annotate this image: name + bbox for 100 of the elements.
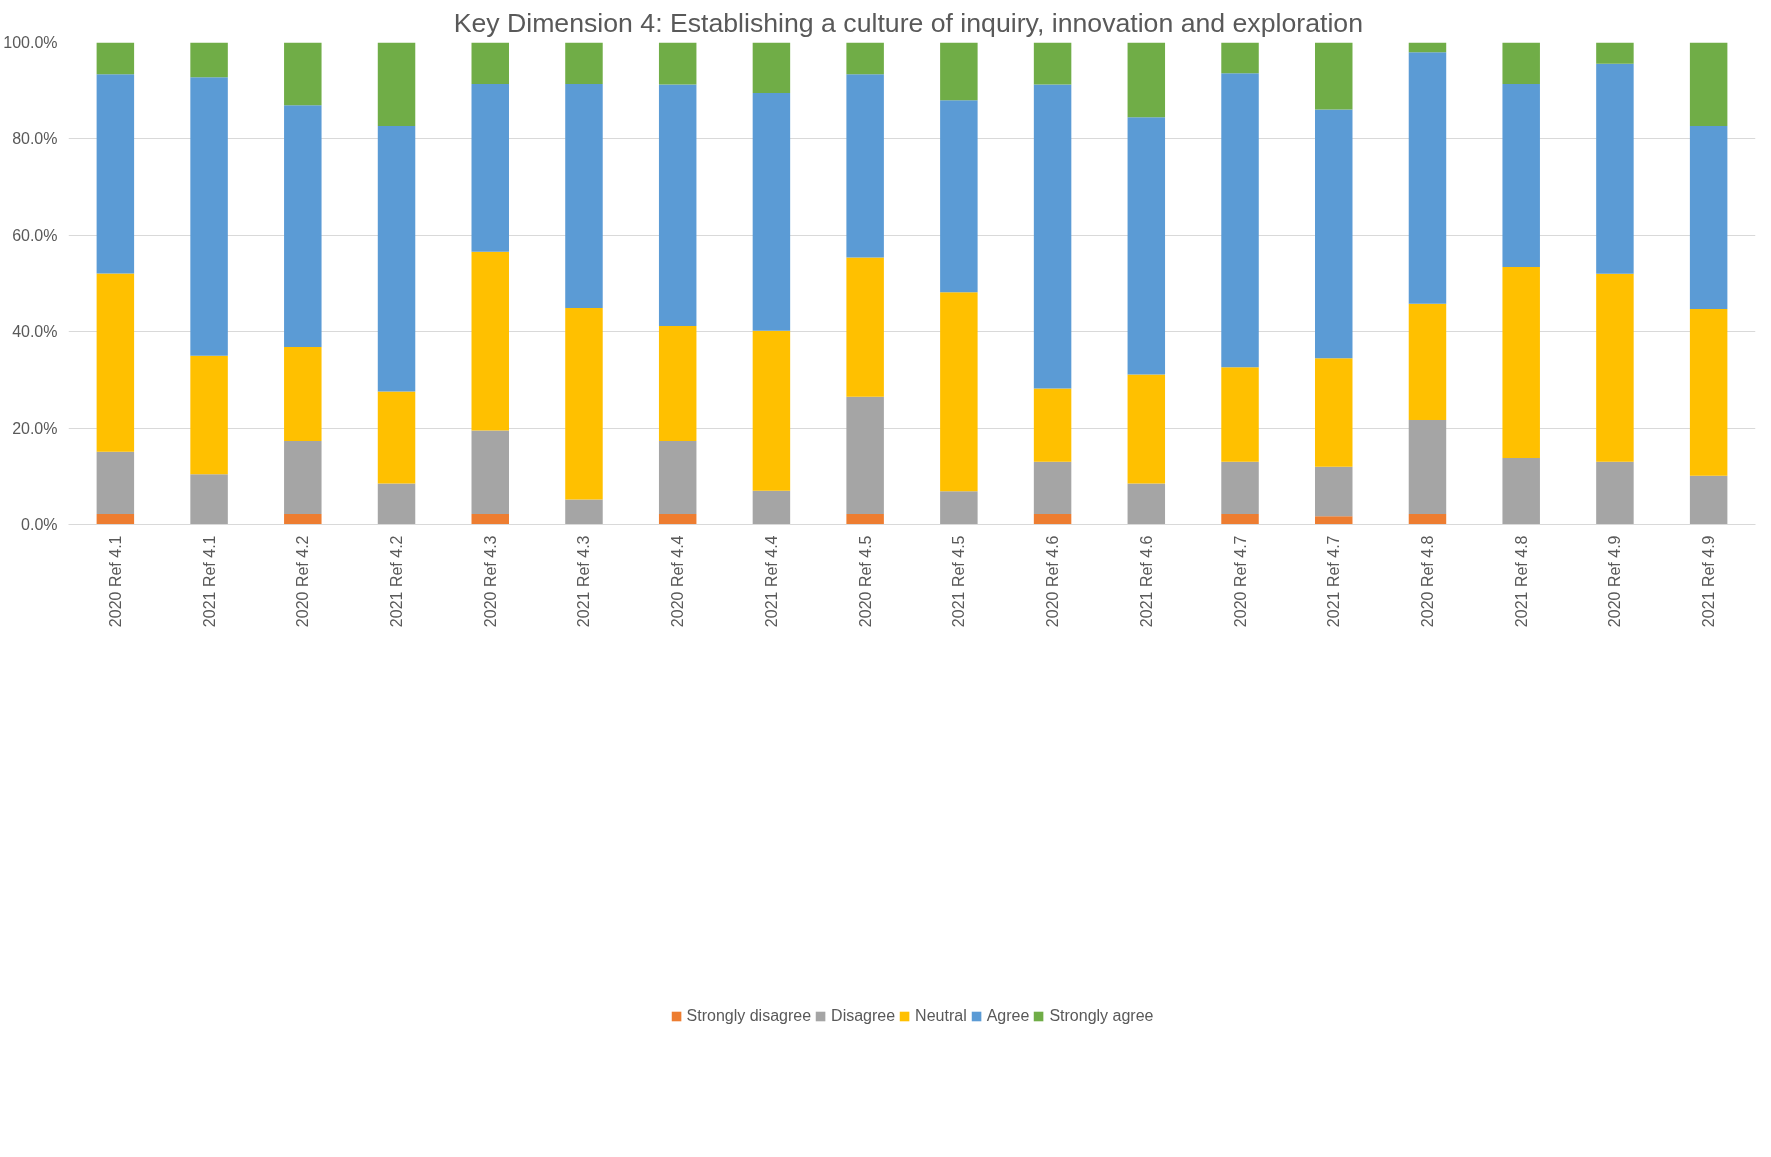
bar <box>1221 42 1259 74</box>
bar <box>1502 267 1540 458</box>
bar <box>1033 42 1072 85</box>
x-tick-label: 2020 Ref 4.1 <box>106 535 124 628</box>
x-tick-label: 2021 Ref 4.5 <box>950 535 968 628</box>
bar <box>1033 461 1072 514</box>
bar <box>1221 461 1259 514</box>
bar <box>1315 109 1353 359</box>
y-tick-label: 60.0% <box>12 226 58 244</box>
bar <box>940 491 978 525</box>
bar <box>96 74 135 274</box>
bar <box>658 84 697 326</box>
bar <box>1315 466 1353 517</box>
bar <box>190 474 228 525</box>
bar <box>658 325 697 442</box>
bar <box>658 513 697 525</box>
y-tick-label: 0.0% <box>21 516 58 533</box>
bar <box>377 391 416 484</box>
bar <box>940 42 978 101</box>
x-tick-label: 2020 Ref 4.4 <box>669 535 687 628</box>
bar <box>284 347 322 442</box>
bar <box>846 74 884 258</box>
bar <box>752 42 791 94</box>
bar <box>1408 42 1447 53</box>
bar <box>377 42 416 126</box>
bar <box>96 513 135 525</box>
x-tick-label: 2021 Ref 4.3 <box>575 535 593 628</box>
bar <box>940 100 978 293</box>
y-tick-label: 40.0% <box>12 323 58 341</box>
legend-label: Neutral <box>915 1006 967 1025</box>
bar <box>1408 303 1447 420</box>
legend-label: Strongly agree <box>1049 1006 1154 1025</box>
bar <box>96 451 135 514</box>
bar <box>1689 42 1728 126</box>
x-tick-label: 2021 Ref 4.8 <box>1512 535 1530 628</box>
bar <box>752 490 791 525</box>
bar <box>1408 419 1447 514</box>
bar <box>96 42 135 75</box>
x-tick-label: 2021 Ref 4.7 <box>1325 535 1343 628</box>
bar <box>96 273 135 452</box>
bar <box>1221 73 1259 368</box>
bar <box>471 83 509 252</box>
bar <box>471 42 509 84</box>
x-tick-label: 2021 Ref 4.2 <box>388 535 406 628</box>
x-tick-label: 2020 Ref 4.8 <box>1418 535 1436 628</box>
bar <box>1127 42 1166 118</box>
x-tick-label: 2020 Ref 4.5 <box>856 535 874 628</box>
bar <box>1315 42 1353 110</box>
bar <box>1689 309 1728 476</box>
bar <box>1596 63 1634 274</box>
bar <box>1127 483 1166 525</box>
bar <box>471 513 509 525</box>
y-tick-label: 100.0% <box>3 34 58 51</box>
bar <box>1408 52 1447 304</box>
chart-title: Key Dimension 4: Establishing a culture of inquiry, innovation and exploration <box>453 7 1363 38</box>
bar <box>565 83 603 309</box>
bar <box>1315 358 1353 467</box>
bar <box>1596 42 1634 64</box>
bar <box>846 42 884 75</box>
legend-label: Agree <box>986 1006 1030 1025</box>
x-tick-label: 2021 Ref 4.9 <box>1700 535 1718 628</box>
bar <box>846 257 884 397</box>
bar <box>1408 513 1447 525</box>
x-tick-label: 2020 Ref 4.6 <box>1044 535 1062 628</box>
bar <box>190 355 228 475</box>
y-tick-label: 20.0% <box>12 419 58 437</box>
bar <box>1596 461 1634 525</box>
bar <box>284 513 322 525</box>
x-tick-label: 2021 Ref 4.4 <box>762 535 780 628</box>
x-tick-label: 2021 Ref 4.1 <box>200 535 218 628</box>
bar <box>1033 84 1072 389</box>
bar <box>940 292 978 492</box>
y-tick-label: 80.0% <box>12 130 58 148</box>
bar <box>1689 475 1728 525</box>
bar <box>377 125 416 392</box>
bar <box>565 42 603 84</box>
bar <box>471 430 509 514</box>
legend-label: Strongly disagree <box>686 1006 812 1025</box>
x-tick-label: 2020 Ref 4.7 <box>1231 535 1249 628</box>
bar <box>377 483 416 525</box>
bar <box>1221 513 1259 525</box>
bar <box>565 499 603 525</box>
bar <box>284 42 322 106</box>
bar <box>1596 273 1634 462</box>
x-tick-label: 2021 Ref 4.6 <box>1137 535 1155 628</box>
bar <box>284 441 322 514</box>
bar <box>1127 117 1166 375</box>
x-tick-label: 2020 Ref 4.9 <box>1606 535 1624 628</box>
bar <box>1689 125 1728 310</box>
bar <box>1033 513 1072 525</box>
bar <box>658 441 697 514</box>
bar <box>471 251 509 431</box>
bar <box>1127 374 1166 484</box>
bar <box>752 330 791 491</box>
bar <box>752 93 791 331</box>
bar <box>565 308 603 500</box>
bar <box>1315 516 1353 525</box>
bar <box>1502 42 1540 84</box>
bar <box>1502 457 1540 525</box>
x-tick-label: 2020 Ref 4.2 <box>294 535 312 628</box>
